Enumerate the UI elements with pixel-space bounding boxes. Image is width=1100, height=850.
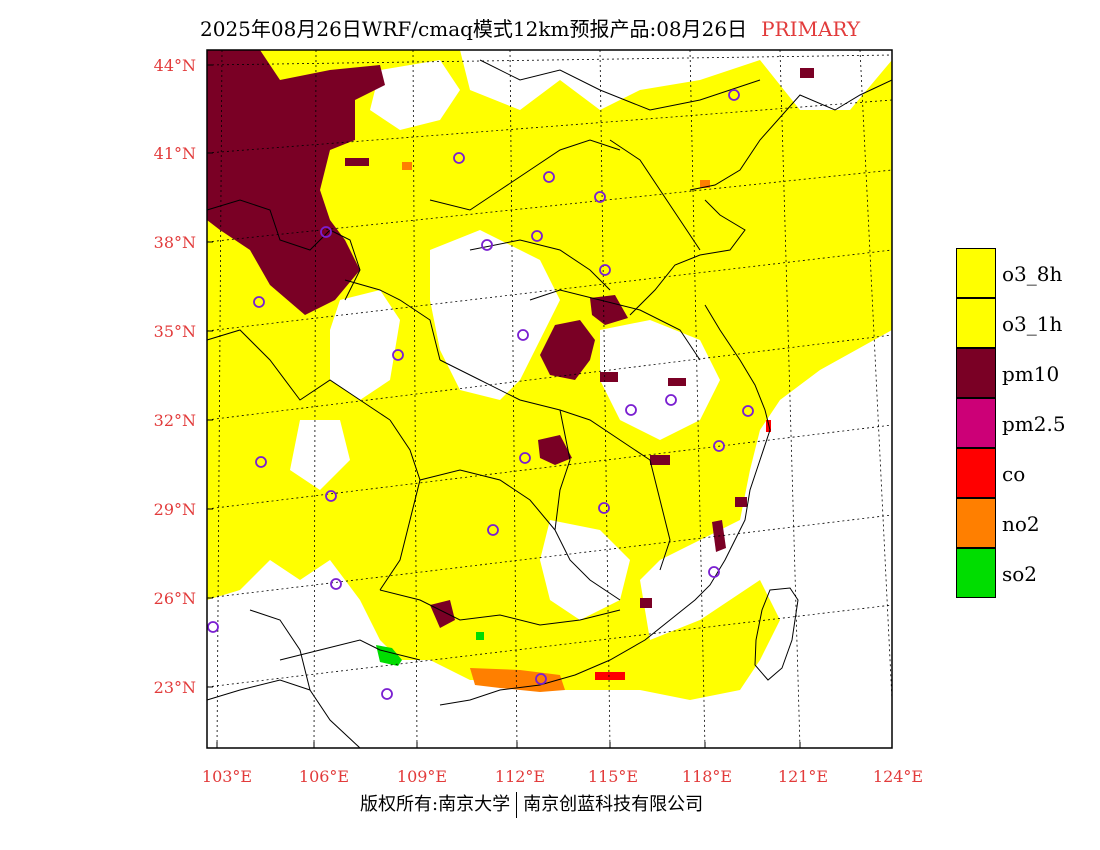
station-marker [330, 578, 342, 590]
station-marker [728, 89, 740, 101]
legend-swatch [956, 298, 996, 348]
pm10-patch-12 [600, 372, 618, 382]
pm10-patch-4 [430, 600, 455, 628]
legend-swatch [956, 348, 996, 398]
station-marker [598, 502, 610, 514]
legend-label: o3_8h [1002, 262, 1063, 286]
legend-label: so2 [1002, 562, 1038, 586]
station-marker [665, 394, 677, 406]
pm10-patch-8 [668, 378, 686, 386]
clean-area-north [370, 60, 460, 130]
longitude-labels: 103°E 106°E 109°E 112°E 115°E 118°E 121°… [202, 767, 923, 786]
clean-area-southwest [207, 590, 380, 748]
lon-label: 121°E [778, 767, 828, 786]
legend-swatch [956, 248, 996, 298]
station-marker [543, 171, 555, 183]
clean-area-west2 [290, 420, 350, 490]
legend-swatch [956, 548, 996, 598]
co-patch-coast [595, 672, 625, 680]
legend-swatch [956, 498, 996, 548]
pm10-patch-11 [640, 598, 652, 608]
station-marker [535, 673, 547, 685]
station-marker [255, 456, 267, 468]
station-marker [594, 191, 606, 203]
lat-label: 23°N [154, 678, 196, 697]
footer-separator [516, 792, 518, 818]
lat-label: 38°N [154, 233, 196, 252]
station-marker [207, 621, 219, 633]
footer-right: 南京创蓝科技有限公司 [523, 794, 704, 815]
station-marker [253, 296, 265, 308]
copyright-footer: 版权所有:南京大学 南京创蓝科技有限公司 [360, 790, 703, 818]
pollutant-field [207, 50, 892, 748]
station-markers [207, 89, 754, 700]
legend-label: pm2.5 [1002, 412, 1066, 436]
pm10-patch-9 [650, 455, 670, 465]
map-title: 2025年08月26日WRF/cmaq模式12km预报产品:08月26日 PRIM… [200, 13, 860, 42]
province-borders [206, 59, 761, 749]
clean-area-center-east [600, 320, 720, 440]
latitude-labels: 44°N 41°N 38°N 35°N 32°N 29°N 26°N 23°N [154, 56, 196, 697]
o3-region-main [207, 50, 892, 700]
pm10-patch-2 [590, 295, 628, 325]
o3-region-northeast [800, 110, 892, 280]
pm10-patch-1 [540, 320, 595, 380]
lat-label: 26°N [154, 589, 196, 608]
legend-label: co [1002, 462, 1026, 486]
footer-left: 版权所有:南京大学 [360, 794, 511, 815]
coastline [439, 79, 893, 706]
title-main: 2025年08月26日WRF/cmaq模式12km预报产品:08月26日 [200, 17, 748, 41]
station-marker [481, 239, 493, 251]
pm10-patch-6 [800, 68, 814, 78]
pm10-patch-7 [345, 158, 369, 166]
station-marker [625, 404, 637, 416]
no2-patch-east [700, 180, 710, 188]
station-marker [519, 452, 531, 464]
tick-marks [207, 64, 893, 748]
lon-label: 112°E [495, 767, 545, 786]
lat-label: 29°N [154, 500, 196, 519]
legend-label: o3_1h [1002, 312, 1063, 336]
lon-label: 124°E [873, 767, 923, 786]
lon-label: 109°E [397, 767, 447, 786]
lon-label: 118°E [682, 767, 732, 786]
clean-area-central [430, 230, 560, 400]
graticule [206, 49, 893, 749]
lon-label: 106°E [299, 767, 349, 786]
lon-label: 103°E [202, 767, 252, 786]
station-marker [320, 226, 332, 238]
station-marker [392, 349, 404, 361]
station-marker [599, 264, 611, 276]
lat-label: 35°N [154, 322, 196, 341]
legend-label: pm10 [1002, 362, 1060, 386]
pm10-patch-3 [538, 435, 572, 465]
station-marker [325, 490, 337, 502]
lat-label: 32°N [154, 411, 196, 430]
clean-area-west [330, 290, 400, 400]
station-marker [487, 524, 499, 536]
station-marker [742, 405, 754, 417]
no2-patch-north [402, 162, 412, 170]
pm10-region-northwest [207, 50, 385, 315]
legend-swatch [956, 398, 996, 448]
title-tag: PRIMARY [761, 17, 861, 41]
clean-area-sea [700, 360, 892, 748]
station-marker [381, 688, 393, 700]
legend-label: no2 [1002, 512, 1040, 536]
legend-swatch [956, 448, 996, 498]
lat-label: 41°N [154, 144, 196, 163]
lat-label: 44°N [154, 56, 196, 75]
station-marker [517, 329, 529, 341]
station-marker [713, 440, 725, 452]
map-frame [206, 49, 893, 749]
so2-patch-2 [476, 632, 484, 640]
lon-label: 115°E [588, 767, 638, 786]
station-marker [531, 230, 543, 242]
station-marker [453, 152, 465, 164]
pm10-patch-10 [735, 497, 747, 507]
station-marker [708, 566, 720, 578]
